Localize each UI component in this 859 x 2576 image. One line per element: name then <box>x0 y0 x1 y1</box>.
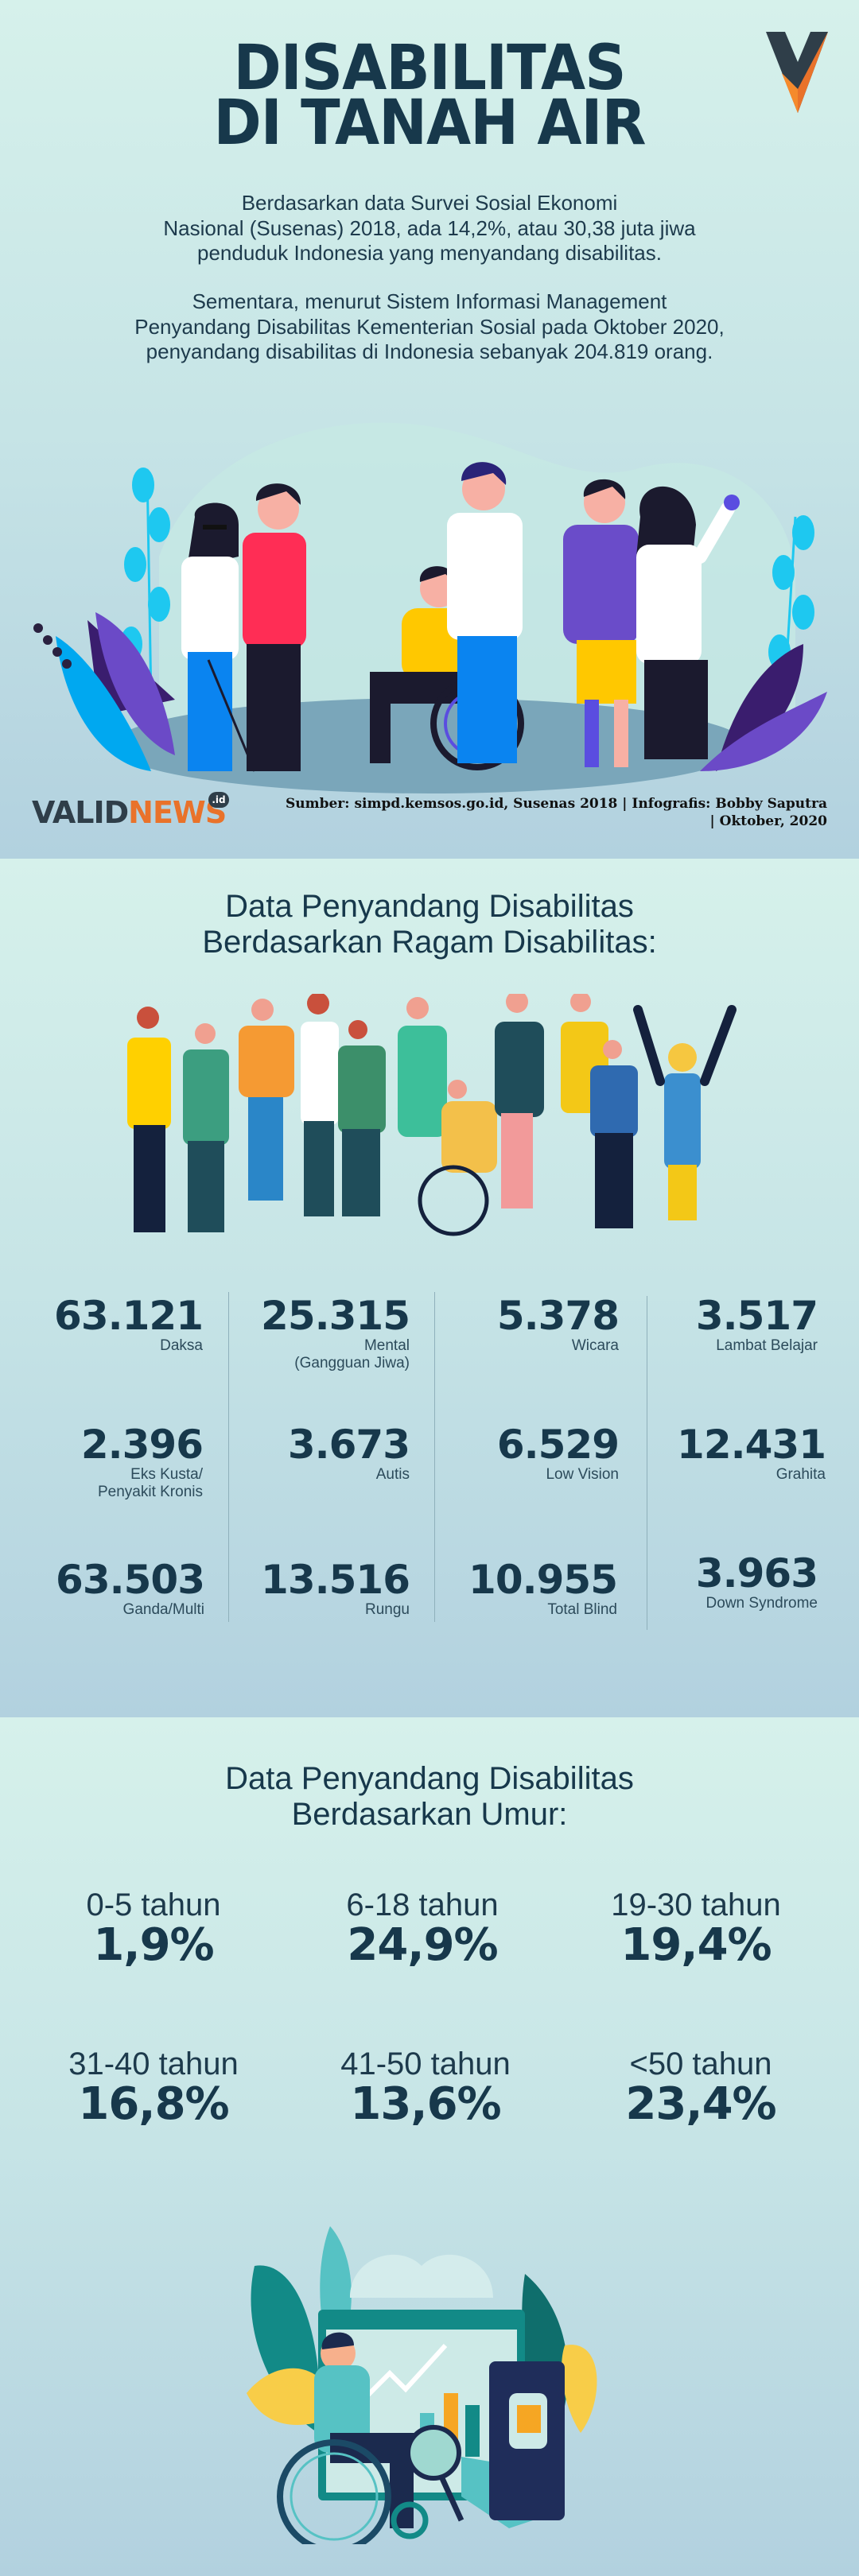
ragam-title: Data Penyandang Disabilitas Berdasarkan … <box>202 889 657 960</box>
column-divider <box>434 1292 435 1622</box>
age-group-over-50: <50 tahun 23,4% <box>625 2046 776 2130</box>
validnews-v-logo-icon <box>766 32 828 113</box>
stat-grahita: 12.431 Grahita <box>677 1422 826 1483</box>
stat-lambat-belajar: 3.517 Lambat Belajar <box>695 1293 818 1354</box>
intro-paragraph-2: Sementara, menurut Sistem Informasi Mana… <box>134 289 725 363</box>
age-group-19-30: 19-30 tahun 19,4% <box>611 1887 781 1971</box>
stat-eks-kusta: 2.396 Eks Kusta/ Penyakit Kronis <box>80 1422 204 1500</box>
validnews-brand-logo: VALIDNEWS .id <box>32 792 229 830</box>
page-title: DISABILITAS DI TANAH AIR <box>30 33 829 159</box>
umur-section: Data Penyandang Disabilitas Berdasarkan … <box>0 1717 859 2576</box>
brand-suffix: .id <box>208 792 229 808</box>
title-line-2: DI TANAH AIR <box>213 87 646 159</box>
wheelchair-user-data-illustration <box>247 2226 597 2544</box>
stat-low-vision: 6.529 Low Vision <box>496 1422 620 1483</box>
title-line-1: DISABILITAS <box>233 33 626 104</box>
age-group-41-50: 41-50 tahun 13,6% <box>340 2046 511 2130</box>
stat-ganda-multi: 63.503 Ganda/Multi <box>56 1557 205 1618</box>
age-group-0-5: 0-5 tahun 1,9% <box>86 1887 221 1971</box>
stat-autis: 3.673 Autis <box>287 1422 410 1483</box>
column-divider <box>228 1292 229 1622</box>
source-credit: Sumber: simpd.kemsos.go.id, Susenas 2018… <box>285 796 827 829</box>
stat-wicara: 5.378 Wicara <box>496 1293 620 1354</box>
stat-down-syndrome: 3.963 Down Syndrome <box>695 1550 818 1612</box>
stat-total-blind: 10.955 Total Blind <box>468 1557 618 1618</box>
age-group-31-40: 31-40 tahun 16,8% <box>68 2046 239 2130</box>
hero-section: DISABILITAS DI TANAH AIR Berdasarkan dat… <box>0 0 859 859</box>
intro-paragraph-1: Berdasarkan data Survei Sosial Ekonomi N… <box>163 191 696 265</box>
stat-rungu: 13.516 Rungu <box>261 1557 410 1618</box>
diverse-crowd-illustration <box>127 994 737 1236</box>
stat-mental: 25.315 Mental (Gangguan Jiwa) <box>261 1293 410 1371</box>
people-with-disabilities-illustration <box>33 422 827 793</box>
age-group-6-18: 6-18 tahun 24,9% <box>346 1887 499 1971</box>
umur-title: Data Penyandang Disabilitas Berdasarkan … <box>225 1761 634 1832</box>
stat-daksa: 63.121 Daksa <box>54 1293 204 1354</box>
ragam-section: Data Penyandang Disabilitas Berdasarkan … <box>0 859 859 1717</box>
